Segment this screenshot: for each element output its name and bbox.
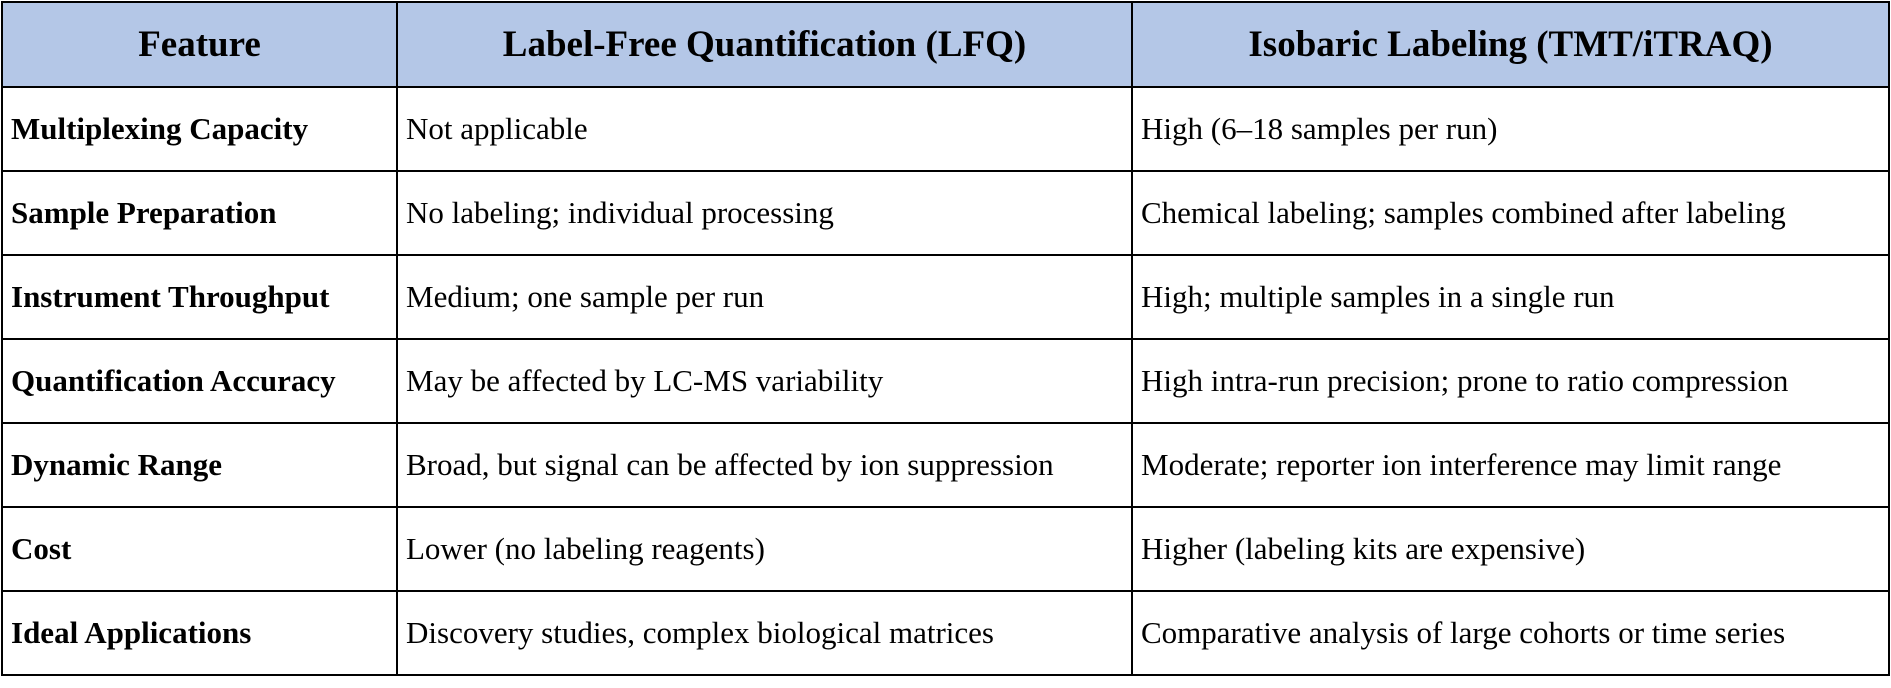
feature-cell: Ideal Applications	[1, 590, 398, 676]
feature-cell: Instrument Throughput	[1, 254, 398, 340]
feature-cell: Quantification Accuracy	[1, 338, 398, 424]
lfq-cell: Medium; one sample per run	[396, 254, 1133, 340]
isobaric-cell: Chemical labeling; samples combined afte…	[1131, 170, 1890, 256]
table-row: Sample Preparation No labeling; individu…	[1, 170, 1890, 256]
isobaric-cell: Higher (labeling kits are expensive)	[1131, 506, 1890, 592]
isobaric-cell: High (6–18 samples per run)	[1131, 86, 1890, 172]
lfq-cell: No labeling; individual processing	[396, 170, 1133, 256]
lfq-cell: Discovery studies, complex biological ma…	[396, 590, 1133, 676]
header-row: Feature Label-Free Quantification (LFQ) …	[1, 1, 1890, 88]
lfq-cell: Broad, but signal can be affected by ion…	[396, 422, 1133, 508]
isobaric-cell: High; multiple samples in a single run	[1131, 254, 1890, 340]
header-lfq: Label-Free Quantification (LFQ)	[396, 1, 1133, 88]
table-row: Ideal Applications Discovery studies, co…	[1, 590, 1890, 676]
isobaric-cell: High intra-run precision; prone to ratio…	[1131, 338, 1890, 424]
isobaric-cell: Moderate; reporter ion interference may …	[1131, 422, 1890, 508]
header-isobaric: Isobaric Labeling (TMT/iTRAQ)	[1131, 1, 1890, 88]
lfq-cell: May be affected by LC-MS variability	[396, 338, 1133, 424]
table-row: Dynamic Range Broad, but signal can be a…	[1, 422, 1890, 508]
isobaric-cell: Comparative analysis of large cohorts or…	[1131, 590, 1890, 676]
table-row: Cost Lower (no labeling reagents) Higher…	[1, 506, 1890, 592]
table-row: Multiplexing Capacity Not applicable Hig…	[1, 86, 1890, 172]
feature-cell: Multiplexing Capacity	[1, 86, 398, 172]
table-row: Quantification Accuracy May be affected …	[1, 338, 1890, 424]
header-feature: Feature	[1, 1, 398, 88]
lfq-cell: Not applicable	[396, 86, 1133, 172]
lfq-cell: Lower (no labeling reagents)	[396, 506, 1133, 592]
table-header: Feature Label-Free Quantification (LFQ) …	[1, 1, 1890, 88]
feature-cell: Dynamic Range	[1, 422, 398, 508]
feature-cell: Sample Preparation	[1, 170, 398, 256]
table-body: Multiplexing Capacity Not applicable Hig…	[1, 86, 1890, 676]
table-row: Instrument Throughput Medium; one sample…	[1, 254, 1890, 340]
feature-cell: Cost	[1, 506, 398, 592]
